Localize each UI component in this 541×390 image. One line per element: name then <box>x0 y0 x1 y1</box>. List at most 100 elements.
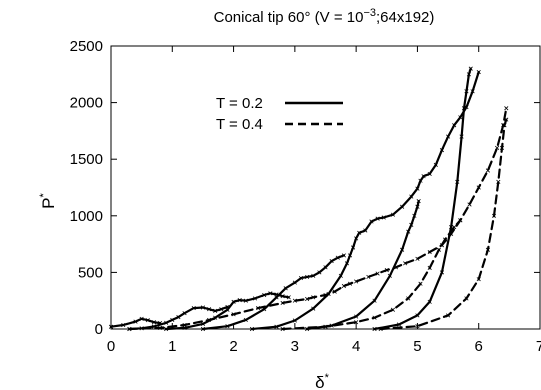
data-point-t-0-4 <box>332 289 337 294</box>
data-point-t-0-4 <box>390 307 395 312</box>
data-point-t-0-4 <box>504 106 509 111</box>
data-point-t-0-4 <box>458 218 463 223</box>
data-point-t-0-4 <box>502 123 507 128</box>
data-point-t-0-4 <box>427 249 432 255</box>
data-point-t-0-4 <box>280 326 285 332</box>
data-point-t-0-4 <box>442 237 448 242</box>
data-point-t-0-4 <box>231 312 236 317</box>
y-tick-label: 1500 <box>70 151 103 168</box>
data-point-t-0-2 <box>133 319 138 324</box>
data-point-t-0-2 <box>292 280 297 285</box>
data-point-t-0-4 <box>418 281 423 286</box>
x-tick-label: 6 <box>475 338 483 355</box>
data-point-t-0-4 <box>406 296 411 301</box>
data-point-t-0-2 <box>409 194 414 199</box>
data-point-t-0-2 <box>412 213 417 218</box>
data-point-t-0-2 <box>121 322 126 328</box>
data-point-t-0-2 <box>225 324 230 329</box>
data-point-t-0-2 <box>311 306 316 311</box>
data-point-t-0-2 <box>363 228 368 233</box>
data-point-t-0-4 <box>403 261 408 266</box>
y-axis-label-main: P <box>39 197 58 208</box>
chart-title-suffix: ;64x192) <box>376 9 434 26</box>
data-point-t-0-2 <box>357 230 362 235</box>
data-point-t-0-2 <box>459 134 464 139</box>
data-point-t-0-2 <box>354 314 359 319</box>
data-point-t-0-2 <box>338 273 343 278</box>
data-point-t-0-2 <box>415 313 420 318</box>
series-line-t-0-4 <box>281 219 462 331</box>
data-point-t-0-4 <box>445 313 451 318</box>
data-point-t-0-2 <box>335 255 340 260</box>
data-point-t-0-2 <box>274 324 279 329</box>
data-point-t-0-4 <box>280 300 285 306</box>
data-point-t-0-2 <box>237 298 242 303</box>
data-point-t-0-4 <box>427 265 432 270</box>
data-point-t-0-2 <box>200 321 206 326</box>
data-point-t-0-4 <box>354 320 359 325</box>
data-point-t-0-2 <box>415 186 420 191</box>
data-point-t-0-2 <box>200 305 206 310</box>
data-point-t-0-2 <box>455 179 460 184</box>
x-axis-label: δ* <box>315 372 329 390</box>
x-axis-ticks: 0 1 2 3 4 5 6 7 <box>107 46 541 355</box>
data-point-t-0-2 <box>347 253 353 258</box>
data-point-t-0-2 <box>458 115 463 120</box>
data-point-t-0-2 <box>372 298 377 303</box>
data-point-t-0-2 <box>283 286 288 291</box>
chart-title-exponent: −3 <box>363 7 376 19</box>
data-point-t-0-2 <box>108 324 114 329</box>
series-line-t-0-2 <box>165 292 290 331</box>
data-point-t-0-2 <box>213 308 218 313</box>
data-point-t-0-2 <box>139 316 144 321</box>
data-point-t-0-2 <box>387 273 392 278</box>
data-point-t-0-4 <box>491 213 497 218</box>
data-point-t-0-4 <box>495 145 500 150</box>
data-point-t-0-4 <box>415 256 420 261</box>
data-point-t-0-2 <box>164 320 169 325</box>
x-axis-label-superscript: * <box>325 372 330 384</box>
data-point-t-0-2 <box>341 253 346 258</box>
data-point-t-0-4 <box>452 225 457 230</box>
data-point-t-0-4 <box>485 168 490 173</box>
series-line-t-0-2 <box>373 67 472 331</box>
data-point-t-0-2 <box>243 317 248 323</box>
data-point-t-0-2 <box>145 318 150 323</box>
data-point-t-0-2 <box>445 134 451 139</box>
data-point-t-0-2 <box>466 72 471 77</box>
legend-label-t02: T = 0.2 <box>216 95 263 112</box>
data-point-t-0-2 <box>286 295 291 300</box>
data-point-t-0-2 <box>396 322 402 327</box>
data-point-t-0-4 <box>206 317 212 323</box>
y-axis-label-superscript: * <box>38 192 50 197</box>
plot-frame <box>110 45 541 330</box>
data-point-t-0-2 <box>225 307 230 312</box>
series-layer <box>108 66 509 332</box>
data-point-t-0-2 <box>427 299 432 304</box>
legend-label-t04: T = 0.4 <box>216 116 263 133</box>
data-point-t-0-4 <box>375 271 380 276</box>
data-point-t-0-2 <box>421 174 426 179</box>
data-point-t-0-2 <box>252 296 258 301</box>
data-point-t-0-2 <box>317 270 322 275</box>
data-point-t-0-4 <box>393 265 399 270</box>
data-point-t-0-2 <box>400 204 405 209</box>
data-point-t-0-4 <box>496 179 501 184</box>
data-point-t-0-2 <box>452 123 457 128</box>
data-point-t-0-4 <box>499 145 505 150</box>
data-point-t-0-4 <box>504 117 509 122</box>
data-point-t-0-2 <box>468 66 473 71</box>
data-point-t-0-2 <box>375 216 380 221</box>
data-point-t-0-4 <box>311 295 316 300</box>
data-point-t-0-2 <box>390 212 395 217</box>
y-tick-label: 2500 <box>70 38 103 55</box>
data-point-t-0-4 <box>127 326 132 332</box>
data-point-t-0-2 <box>415 204 420 209</box>
legend: T = 0.2 T = 0.4 <box>216 95 343 133</box>
data-point-t-0-2 <box>311 273 316 278</box>
data-point-t-0-2 <box>206 307 212 312</box>
data-point-t-0-2 <box>406 229 411 234</box>
data-point-t-0-4 <box>384 268 389 273</box>
data-point-t-0-4 <box>354 279 359 284</box>
